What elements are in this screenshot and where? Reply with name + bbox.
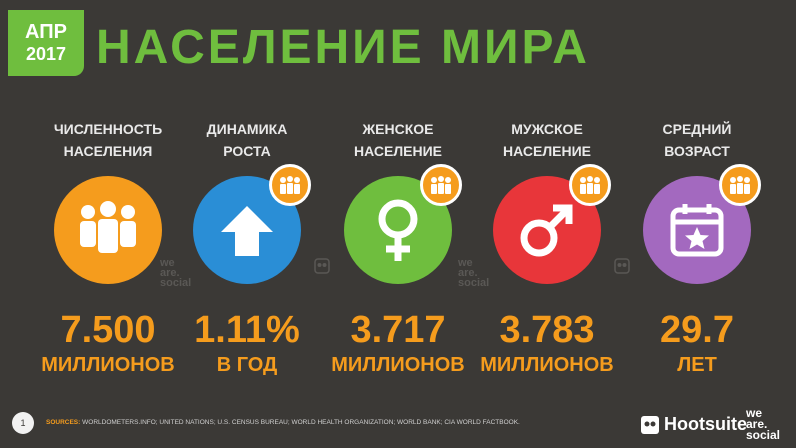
stat-unit: В ГОД [216,354,278,376]
owl-icon [641,415,659,434]
page-number: 1 [12,412,34,434]
stat-unit: МИЛЛИОНОВ [480,354,614,376]
arrow-up-icon [193,164,311,284]
people-mini-icon [420,164,462,206]
stat-value: 3.717 [350,309,446,351]
page-title: НАСЕЛЕНИЕ МИРА [96,21,590,74]
date-badge: АПР 2017 [8,10,84,76]
stat-value: 7.500 [60,309,156,351]
female-symbol-icon [344,164,462,284]
people-mini-icon [269,164,311,206]
stat-unit: МИЛЛИОНОВ [331,354,465,376]
people-mini-icon [719,164,761,206]
owl-watermark-icon [314,258,330,274]
stat-value: 1.11% [194,309,300,351]
hootsuite-logo: Hootsuite [640,414,747,435]
owl-watermark-icon [614,258,630,274]
calendar-star-icon [643,164,761,284]
stat-label: ЖЕНСКОЕ НАСЕЛЕНИЕ [354,121,442,159]
stat-value: 29.7 [660,309,734,351]
stat-label: МУЖСКОЕ НАСЕЛЕНИЕ [503,121,591,159]
stat-value: 3.783 [499,309,595,351]
watermark-logo: we are. social [160,257,192,289]
watermark-logo: we are. social [458,257,490,289]
stat-population: ЧИСЛЕННОСТЬ НАСЕЛЕНИЯ 7.500 МИЛЛИОНОВ [33,118,183,377]
stat-label: СРЕДНИЙ ВОЗРАСТ [662,121,732,159]
stat-label: ДИНАМИКА РОСТА [206,121,288,159]
stat-growth: ДИНАМИКА РОСТА 1.11% В ГОД [172,118,322,377]
people-icon [54,176,162,284]
stat-female: ЖЕНСКОЕ НАСЕЛЕНИЕ 3.717 МИЛЛИОНОВ [323,118,473,377]
wearesocial-logo: we are. social [746,406,781,442]
stat-unit: МИЛЛИОНОВ [41,354,175,376]
sources-text: WORLDOMETERS.INFO; UNITED NATIONS; U.S. … [82,419,520,426]
male-symbol-icon [493,164,611,284]
stat-label: ЧИСЛЕННОСТЬ НАСЕЛЕНИЯ [53,121,163,159]
sources-label: SOURCES: [46,419,81,426]
stat-unit: ЛЕТ [677,354,717,376]
badge-year: 2017 [25,44,67,64]
hootsuite-text: Hootsuite [664,414,747,434]
people-mini-icon [569,164,611,206]
badge-month: АПР [25,21,67,43]
stat-median-age: СРЕДНИЙ ВОЗРАСТ 29.7 ЛЕТ [622,118,772,377]
stat-male: МУЖСКОЕ НАСЕЛЕНИЕ 3.783 МИЛЛИОНОВ [472,118,622,377]
sources-line: SOURCES: WORLDOMETERS.INFO; UNITED NATIO… [46,419,520,426]
